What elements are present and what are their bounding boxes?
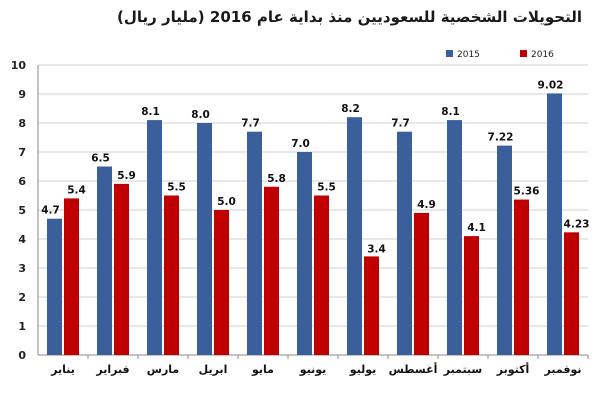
axes: 0 1 2 3 4 5 6 7 8 9 10 يناير فبراير مارس ابريل مايو يوني… <box>11 59 589 376</box>
legend: 2015 2016 <box>446 50 554 60</box>
y-tick-label: 10 <box>11 59 27 72</box>
data-label-2015: 8.1 <box>141 106 160 118</box>
data-label-2016: 5.8 <box>267 173 286 185</box>
data-label-2016: 5.5 <box>317 182 336 194</box>
y-tick-label: 8 <box>18 117 26 130</box>
bar-2016 <box>414 212 429 355</box>
y-tick-label: 0 <box>18 349 26 362</box>
y-tick-label: 6 <box>18 175 26 188</box>
bar-2015 <box>347 117 362 355</box>
x-category-label: أغسطس <box>389 362 438 376</box>
legend-label-2016: 2016 <box>531 50 554 60</box>
data-label-2015: 7.22 <box>488 132 514 144</box>
bar-2015 <box>247 131 262 355</box>
data-labels: 4.7 5.4 6.5 5.9 8.1 5.5 8.0 5.0 7.7 5.8 7.0 5.5 8.2 3… <box>41 79 589 255</box>
bar-2016 <box>564 232 579 355</box>
data-label-2016: 5.4 <box>67 184 86 196</box>
data-label-2015: 7.7 <box>391 118 410 130</box>
bar-2015 <box>547 93 562 356</box>
bar-2015 <box>47 218 62 355</box>
bar-2015 <box>447 120 462 355</box>
x-category-label: سبتمبر <box>443 363 483 376</box>
x-category-label: مايو <box>251 363 274 376</box>
x-category-label: نوفمبر <box>544 363 582 376</box>
bar-2015 <box>297 152 312 355</box>
bar-2015 <box>147 120 162 355</box>
data-label-2016: 3.4 <box>367 243 386 255</box>
bar-2015 <box>497 145 512 355</box>
bar-2016 <box>314 195 329 355</box>
x-category-label: يناير <box>50 363 75 376</box>
x-category-label: مارس <box>147 363 179 376</box>
legend-swatch-2016 <box>520 50 527 57</box>
x-category-label: يونيو <box>299 363 327 376</box>
data-label-2016: 5.36 <box>514 186 540 198</box>
legend-swatch-2015 <box>446 50 453 57</box>
data-label-2016: 5.9 <box>117 170 136 182</box>
data-label-2016: 4.1 <box>467 222 486 234</box>
x-category-label: أكتوبر <box>496 362 530 376</box>
data-label-2016: 4.23 <box>564 218 590 230</box>
bar-2016 <box>64 198 79 355</box>
y-tick-label: 1 <box>18 320 26 333</box>
bars <box>47 93 579 356</box>
bar-2015 <box>397 131 412 355</box>
y-tick-label: 2 <box>18 291 26 304</box>
bar-2016 <box>464 236 479 355</box>
x-category-label: فبراير <box>95 363 129 376</box>
data-label-2015: 7.0 <box>291 138 310 150</box>
data-label-2015: 9.02 <box>538 79 564 91</box>
x-category-label: ابريل <box>199 363 228 376</box>
y-tick-label: 3 <box>18 262 26 275</box>
y-tick-label: 5 <box>18 204 26 217</box>
data-label-2016: 4.9 <box>417 199 436 211</box>
x-category-label: يوليو <box>349 363 377 376</box>
bar-2015 <box>97 166 112 355</box>
chart-title: التحويلات الشخصية للسعوديين منذ بداية عا… <box>117 8 582 26</box>
data-label-2015: 8.2 <box>341 103 360 115</box>
data-label-2015: 8.1 <box>441 106 460 118</box>
bar-2016 <box>514 199 529 355</box>
y-tick-label: 4 <box>18 233 26 246</box>
bar-2016 <box>114 183 129 355</box>
bar-2015 <box>197 123 212 355</box>
data-label-2015: 6.5 <box>91 153 110 165</box>
data-label-2015: 8.0 <box>191 109 210 121</box>
bar-2016 <box>214 210 229 355</box>
data-label-2015: 7.7 <box>241 118 260 130</box>
y-tick-label: 7 <box>18 146 26 159</box>
bar-2016 <box>364 256 379 355</box>
data-label-2015: 4.7 <box>41 205 60 217</box>
data-label-2016: 5.5 <box>167 182 186 194</box>
y-tick-label: 9 <box>18 88 26 101</box>
data-label-2016: 5.0 <box>217 196 236 208</box>
bar-2016 <box>264 186 279 355</box>
bar-2016 <box>164 195 179 355</box>
legend-label-2015: 2015 <box>457 50 480 60</box>
